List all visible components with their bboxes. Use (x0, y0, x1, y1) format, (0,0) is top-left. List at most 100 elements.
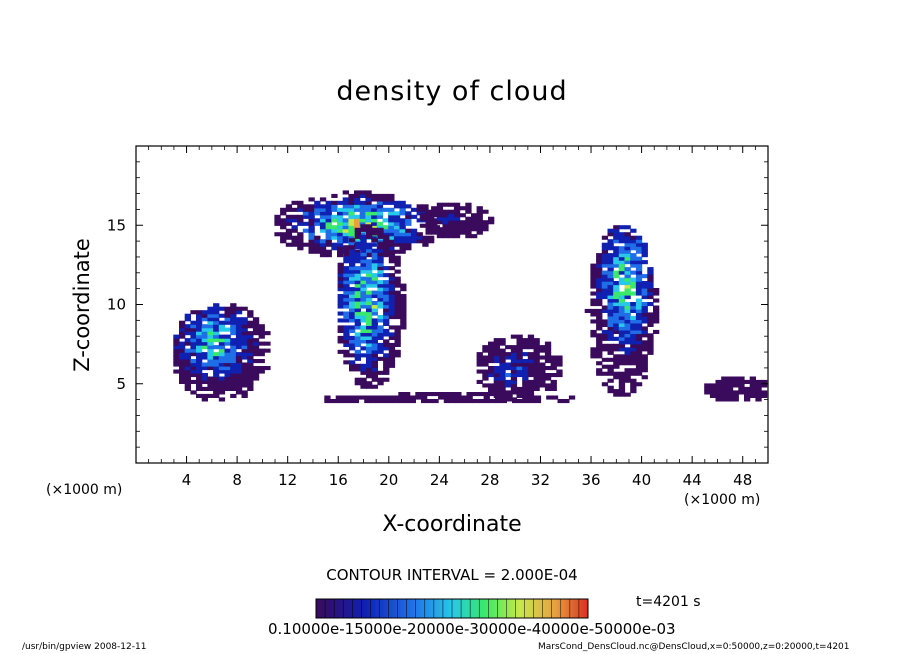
density-cell (179, 362, 186, 367)
density-cell (383, 353, 390, 358)
density-cell (460, 395, 468, 400)
density-cell (607, 298, 614, 303)
density-cell (184, 362, 191, 367)
density-cell (533, 338, 540, 343)
density-cell (258, 324, 265, 329)
density-cell (522, 393, 529, 398)
density-cell (388, 297, 396, 302)
density-cell (366, 259, 373, 264)
density-cell (224, 313, 231, 318)
density-cell (533, 373, 540, 378)
density-cell (201, 345, 208, 350)
density-cell (647, 277, 654, 282)
density-cell (399, 221, 406, 226)
density-cell (601, 277, 609, 282)
density-cell (371, 332, 378, 337)
density-cell (230, 327, 237, 332)
density-cell (738, 386, 745, 391)
density-cell (641, 305, 648, 310)
density-cell (522, 369, 529, 374)
density-cell (607, 253, 614, 258)
density-cell (383, 315, 390, 320)
density-cell (297, 207, 304, 212)
density-cell (230, 352, 237, 357)
density-cell (371, 252, 378, 257)
density-cell (218, 334, 226, 339)
density-cell (342, 211, 349, 216)
density-cell (522, 341, 529, 346)
density-cell (749, 390, 756, 395)
density-cell (230, 338, 237, 343)
density-cell (533, 366, 540, 371)
density-cell (476, 362, 483, 367)
density-cell (280, 218, 287, 223)
density-cell (422, 242, 429, 247)
density-cell (319, 214, 327, 219)
density-cell (499, 376, 506, 381)
density-cell (607, 302, 614, 307)
density-cell (252, 324, 260, 329)
density-cell (388, 346, 396, 351)
density-cell (366, 339, 373, 344)
density-cell (258, 369, 265, 374)
density-cell (342, 228, 349, 233)
density-cell (550, 379, 557, 384)
density-cell (371, 283, 378, 288)
density-cell (516, 386, 523, 391)
density-cell (635, 322, 643, 327)
density-cell (544, 366, 552, 371)
density-cell (630, 260, 637, 265)
density-cell (635, 308, 643, 313)
density-cell (377, 252, 384, 257)
density-cell (630, 350, 637, 355)
density-cell (337, 328, 344, 333)
density-cell (533, 355, 540, 360)
density-cell (366, 384, 373, 389)
x-tick-label: 8 (232, 471, 242, 489)
density-cell (522, 386, 529, 391)
density-cell (405, 211, 412, 216)
density-cell (349, 266, 356, 271)
density-cell (308, 204, 315, 209)
density-cell (522, 338, 529, 343)
density-cell (302, 214, 310, 219)
density-cell (510, 348, 518, 353)
density-cell (405, 214, 412, 219)
density-cell (653, 329, 660, 334)
density-cell (360, 283, 367, 288)
density-cell (184, 324, 191, 329)
density-cell (523, 399, 530, 404)
density-cell (371, 363, 378, 368)
density-cell (510, 379, 518, 384)
density-cell (371, 349, 378, 354)
density-cell (613, 392, 620, 397)
density-cell (196, 373, 203, 378)
density-cell (371, 360, 378, 365)
density-cell (376, 204, 384, 209)
density-cell (522, 379, 529, 384)
density-cell (388, 266, 396, 271)
density-cell (466, 399, 473, 404)
density-cell (613, 260, 620, 265)
density-cell (184, 338, 191, 343)
density-cell (516, 352, 523, 357)
density-cell (533, 362, 540, 367)
density-cell (218, 362, 226, 367)
density-cell (607, 350, 614, 355)
density-cell (213, 383, 220, 388)
density-cell (476, 209, 483, 214)
density-cell (343, 294, 350, 299)
density-cell (207, 341, 214, 346)
density-cell (371, 248, 378, 253)
density-cell (354, 367, 361, 372)
density-cell (641, 368, 648, 373)
density-cell (601, 308, 609, 313)
density-cell (252, 341, 260, 346)
density-cell (354, 377, 361, 382)
density-cell (213, 369, 220, 374)
density-cell (360, 325, 367, 330)
density-cell (184, 369, 191, 374)
density-cell (465, 223, 472, 228)
density-cell (613, 312, 620, 317)
density-cell (607, 389, 614, 394)
